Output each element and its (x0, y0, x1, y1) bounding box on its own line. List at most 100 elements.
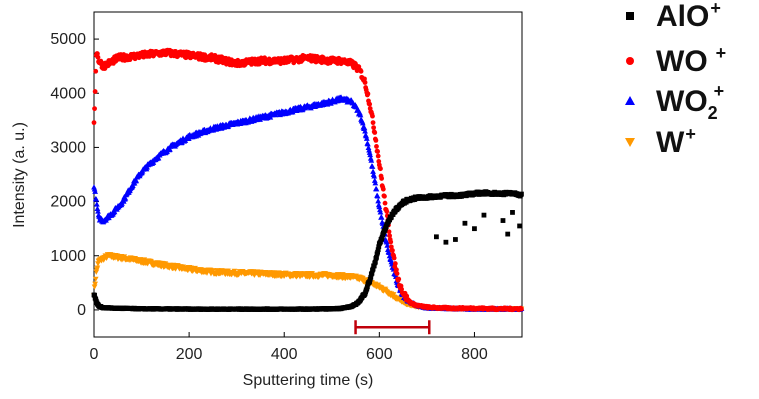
data-point (362, 128, 368, 134)
annotation-layer (354, 320, 431, 335)
data-point (362, 80, 368, 85)
data-point (472, 226, 477, 232)
data-point (384, 208, 390, 214)
data-point (372, 130, 378, 135)
legend-item: AlO+ (626, 0, 721, 33)
y-tick-label: 3000 (50, 139, 86, 156)
legend-marker (626, 57, 634, 65)
legend-item: WO2+ (625, 81, 724, 123)
data-point (133, 177, 140, 184)
data-point (434, 234, 439, 240)
data-point (372, 259, 378, 265)
legend-label: AlO+ (656, 0, 721, 33)
data-point (505, 231, 511, 237)
series-W+ (91, 252, 525, 313)
x-tick-label: 800 (461, 346, 488, 363)
data-point (390, 248, 395, 253)
data-point (365, 144, 372, 151)
data-point (375, 198, 382, 204)
data-point (388, 239, 394, 245)
y-tick-label: 5000 (50, 31, 86, 48)
series-WO+ (91, 47, 524, 313)
data-point (376, 159, 382, 164)
data-point (357, 112, 364, 118)
data-point (93, 68, 99, 74)
data-point (91, 186, 98, 192)
y-tick-label: 0 (77, 302, 86, 319)
data-point (93, 196, 100, 202)
data-point (453, 237, 458, 242)
data-point (375, 149, 381, 154)
data-point (374, 144, 379, 149)
data-point (370, 120, 376, 126)
legend: AlO+ WO +WO2+W+ (625, 0, 726, 159)
data-point (386, 249, 392, 255)
x-tick-label: 200 (176, 346, 203, 363)
data-point (92, 188, 99, 194)
data-point (375, 247, 381, 253)
y-axis-label: Intensity (a. u.) (11, 122, 28, 228)
data-point (371, 263, 377, 269)
data-point (388, 214, 394, 220)
data-point (394, 267, 399, 273)
data-point (368, 157, 375, 163)
data-point (92, 281, 99, 287)
data-point (375, 249, 381, 255)
data-point (358, 68, 364, 74)
series-AlO+ (91, 189, 524, 312)
data-point (383, 239, 390, 245)
data-point (367, 101, 373, 107)
data-point (387, 233, 393, 239)
data-point (93, 201, 100, 207)
data-point (92, 89, 98, 94)
y-tick-label: 1000 (50, 248, 86, 265)
x-tick-label: 0 (90, 346, 99, 363)
data-point (369, 270, 375, 276)
data-point (370, 113, 375, 119)
data-point (443, 239, 449, 245)
data-point (374, 254, 379, 260)
data-point (372, 180, 379, 186)
data-point (378, 166, 383, 172)
data-point (510, 210, 515, 215)
data-point (95, 54, 101, 60)
data-point (371, 125, 377, 131)
data-point (382, 200, 388, 206)
legend-marker (625, 96, 635, 105)
data-point (94, 205, 101, 211)
data-point (519, 306, 524, 312)
data-point (386, 252, 393, 259)
plot-frame (93, 11, 523, 338)
data-point (371, 173, 378, 179)
legend-item: W+ (625, 124, 696, 159)
y-tick-label: 2000 (50, 194, 86, 211)
data-point (291, 60, 297, 66)
data-point (155, 155, 162, 161)
data-point (364, 284, 370, 290)
data-point (361, 124, 368, 131)
data-point (394, 271, 400, 276)
data-point (391, 255, 397, 261)
data-point (362, 76, 367, 82)
data-point (91, 284, 98, 290)
data-point (92, 106, 97, 112)
data-point (481, 212, 487, 218)
data-point (359, 275, 366, 282)
data-point (378, 239, 383, 245)
data-point (371, 177, 378, 183)
legend-label: WO + (656, 43, 726, 78)
data-point (368, 274, 374, 280)
data-point (95, 208, 101, 214)
data-point (382, 193, 387, 199)
data-point (384, 242, 391, 248)
series-layer (91, 47, 525, 313)
legend-marker (625, 138, 635, 147)
legend-marker (626, 12, 634, 20)
data-point (379, 234, 385, 240)
data-point (376, 203, 383, 210)
data-point (373, 138, 379, 143)
data-point (365, 141, 371, 147)
data-point (359, 120, 366, 126)
data-point (380, 186, 386, 192)
